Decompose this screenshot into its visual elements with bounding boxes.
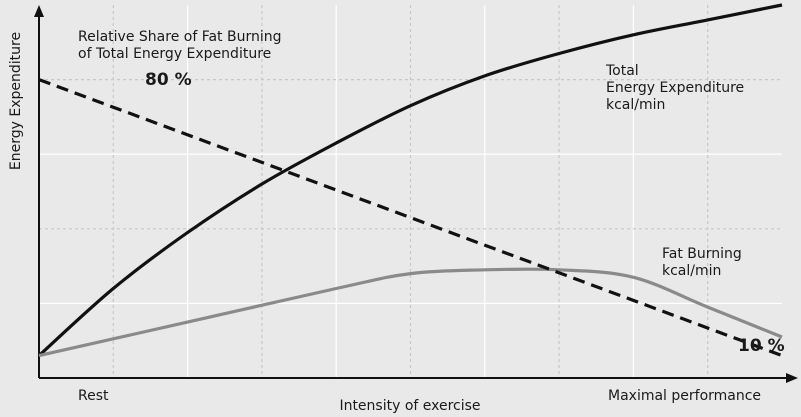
axes	[34, 5, 798, 383]
fat-burning-label-line2: kcal/min	[662, 263, 721, 279]
fat-burning-label-line1: Fat Burning	[662, 246, 742, 262]
grid	[39, 5, 782, 378]
x-tick-label-maximal: Maximal performance	[608, 388, 761, 404]
y-axis-label: Energy Expenditure	[8, 32, 24, 170]
y-axis-arrow	[34, 5, 44, 17]
total-energy-line	[37, 3, 783, 357]
series-group	[37, 3, 783, 358]
x-axis-label: Intensity of exercise	[339, 398, 480, 414]
x-tick-label-rest: Rest	[78, 388, 109, 404]
fat-share-label-line1: Relative Share of Fat Burning	[78, 29, 282, 45]
total-label-line1: Total	[605, 63, 639, 79]
x-axis-arrow	[786, 373, 798, 383]
total-label-line3: kcal/min	[606, 97, 665, 113]
fat-burning-line	[38, 267, 783, 358]
point-label-80: 80 %	[145, 70, 192, 90]
point-label-10: 10 %	[738, 336, 785, 356]
fat-share-label-line2: of Total Energy Expenditure	[78, 46, 271, 62]
total-label-line2: Energy Expenditure	[606, 80, 744, 96]
